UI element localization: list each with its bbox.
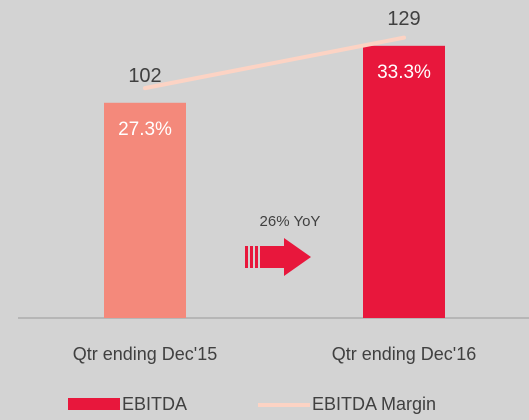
bar [104, 102, 186, 318]
margin-label: 27.3% [118, 119, 172, 140]
value-label: 102 [128, 65, 161, 87]
x-tick-label: Qtr ending Dec'15 [73, 344, 218, 364]
bar [363, 45, 445, 319]
legend-swatch [68, 398, 120, 410]
legend-label: EBITDA [122, 394, 187, 414]
margin-line [143, 35, 406, 91]
annotation: 26% YoY [260, 213, 321, 230]
value-label: 129 [387, 8, 420, 30]
legend-label: EBITDA Margin [312, 394, 436, 414]
x-tick-label: Qtr ending Dec'16 [332, 344, 477, 364]
margin-label: 33.3% [377, 62, 431, 83]
arrow [245, 238, 311, 276]
